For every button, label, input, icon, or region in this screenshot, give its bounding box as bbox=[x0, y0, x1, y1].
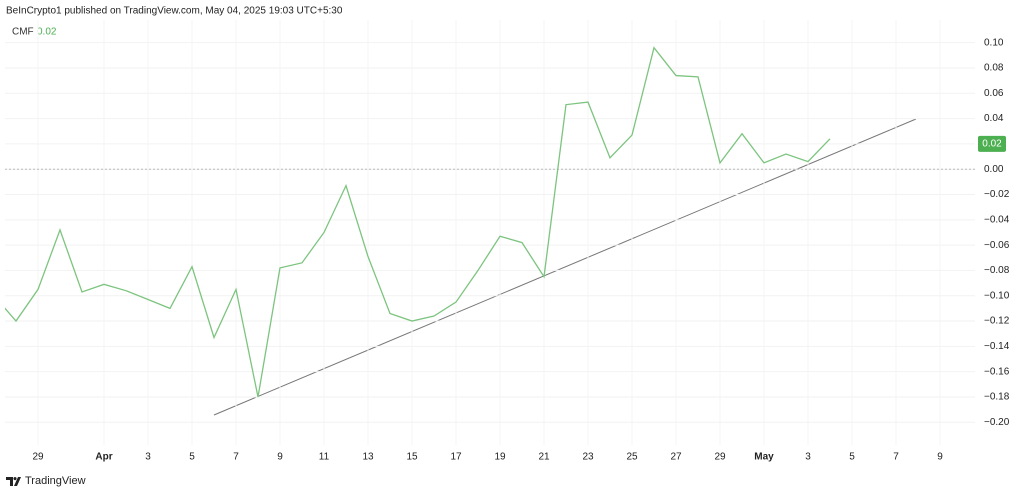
x-tick-label: 21 bbox=[538, 452, 550, 463]
x-tick-label: Apr bbox=[95, 452, 112, 463]
header: BeInCrypto1 published on TradingView.com… bbox=[6, 6, 343, 17]
x-tick-label: 17 bbox=[450, 452, 462, 463]
y-tick-label: 0.00 bbox=[984, 164, 1004, 175]
x-tick-label: 3 bbox=[805, 452, 811, 463]
cmf-line bbox=[5, 46, 831, 398]
y-tick-label: −0.10 bbox=[984, 290, 1010, 301]
y-tick-label: −0.02 bbox=[984, 189, 1010, 200]
y-tick-label: −0.14 bbox=[984, 341, 1010, 352]
x-tick-label: 25 bbox=[626, 452, 638, 463]
value-tag-label: 0.02 bbox=[982, 139, 1002, 150]
x-tick-label: 15 bbox=[406, 452, 418, 463]
x-tick-label: 23 bbox=[582, 452, 594, 463]
value-tag bbox=[978, 135, 1006, 152]
brand: TradingView bbox=[25, 475, 86, 487]
x-tick-label: 27 bbox=[670, 452, 682, 463]
x-tick-label: 7 bbox=[893, 452, 899, 463]
legend-value: 0.02 bbox=[37, 27, 57, 38]
grid bbox=[5, 20, 975, 445]
trendline bbox=[213, 118, 917, 416]
y-tick-label: −0.12 bbox=[984, 316, 1010, 327]
x-tick-label: 29 bbox=[714, 452, 726, 463]
y-tick-label: 0.10 bbox=[984, 37, 1004, 48]
x-tick-label: 9 bbox=[277, 452, 283, 463]
x-tick-label: 13 bbox=[362, 452, 374, 463]
y-tick-label: −0.08 bbox=[984, 265, 1010, 276]
y-tick-label: 0.06 bbox=[984, 88, 1004, 99]
x-tick-label: May bbox=[754, 452, 774, 463]
x-tick-label: 3 bbox=[145, 452, 151, 463]
x-tick-label: 29 bbox=[32, 452, 44, 463]
y-tick-label: −0.20 bbox=[984, 417, 1010, 428]
x-tick-label: 5 bbox=[189, 452, 195, 463]
x-tick-label: 11 bbox=[319, 452, 330, 463]
x-tick-label: 7 bbox=[233, 452, 239, 463]
x-tick-label: 9 bbox=[937, 452, 943, 463]
y-tick-label: −0.04 bbox=[984, 214, 1010, 225]
y-tick-label: 0.08 bbox=[984, 63, 1004, 74]
y-tick-label: −0.18 bbox=[984, 392, 1010, 403]
x-tick-label: 5 bbox=[849, 452, 855, 463]
y-tick-label: −0.16 bbox=[984, 366, 1010, 377]
brand-logo bbox=[6, 477, 21, 486]
x-tick-label: 19 bbox=[494, 452, 506, 463]
y-tick-label: 0.04 bbox=[984, 113, 1004, 124]
legend-name: CMF bbox=[12, 27, 34, 38]
y-tick-label: −0.06 bbox=[984, 240, 1010, 251]
